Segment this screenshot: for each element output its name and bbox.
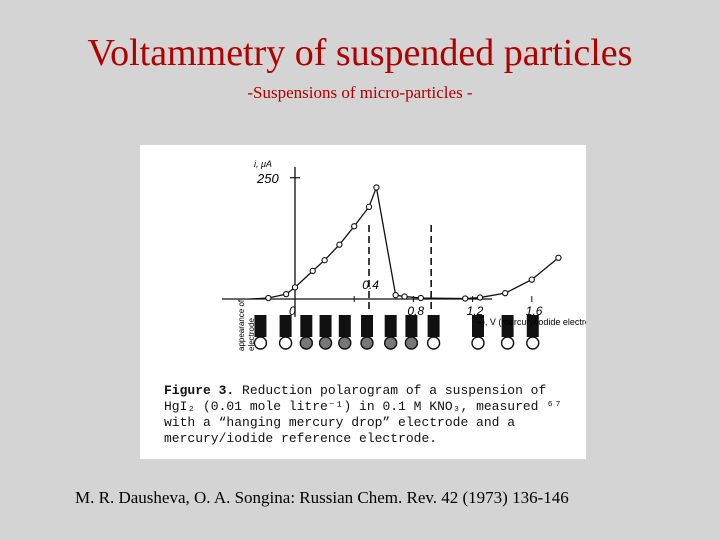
data-point: [291, 284, 299, 291]
data-point: [401, 293, 408, 300]
caption-label: Figure 3.: [164, 383, 235, 398]
data-point: [502, 290, 509, 297]
electrode-capillary: [405, 315, 418, 337]
mercury-drop: [278, 336, 293, 350]
data-point: [528, 276, 535, 283]
data-point: [282, 290, 290, 298]
mercury-drop: [526, 336, 540, 350]
y-tick-label: 250: [256, 171, 279, 186]
mercury-drop: [360, 336, 374, 350]
mercury-drop: [338, 336, 352, 350]
polarogram-figure: 250 0 0.4 0.8 1.2 1.6 i, μA -φ, V (mercury/i…: [140, 145, 586, 459]
mercury-drop: [471, 336, 485, 350]
mercury-drop: [383, 336, 398, 350]
data-point: [265, 294, 272, 302]
x-tick-label: 1.6: [526, 304, 543, 318]
x-tick-label: 0.4: [362, 278, 379, 292]
electrode-capillary: [384, 315, 397, 337]
data-point: [392, 291, 399, 299]
polarogram-curve: [250, 185, 559, 300]
citation: M. R. Dausheva, O. A. Songina: Russian C…: [75, 488, 569, 507]
x-tick-label: 0.8: [407, 304, 424, 318]
figure-caption: Figure 3. Reduction polarogram of a susp…: [164, 383, 579, 447]
mercury-drop: [500, 336, 515, 350]
polarogram-chart: 250 0 0.4 0.8 1.2 1.6 i, μA -φ, V (mercury/i…: [222, 159, 586, 351]
caption-text: Reduction polarogram of a suspension of …: [164, 383, 562, 446]
y-axis-label: i, μA: [254, 159, 272, 169]
data-point: [321, 257, 328, 264]
appearance-label-line2: electrode: [247, 318, 256, 351]
electrode-capillary: [427, 315, 440, 337]
electrode-capillary: [361, 315, 373, 337]
data-point: [462, 295, 469, 302]
electrode-capillary: [279, 315, 292, 337]
data-point: [365, 203, 373, 210]
slide-title: Voltammetry of suspended particles: [87, 32, 633, 74]
data-point: [309, 267, 316, 275]
electrode-capillary: [472, 315, 484, 337]
electrode-capillary: [319, 315, 332, 337]
mercury-drop: [299, 336, 314, 350]
x-axis-label: -φ, V (mercury/iodide electrode): [476, 317, 586, 327]
electrode-capillary: [501, 315, 514, 337]
slide-subtitle: -Suspensions of micro-particles -: [247, 83, 473, 102]
mercury-drop: [404, 336, 419, 350]
electrode-capillary: [338, 315, 351, 337]
electrode-capillary: [300, 315, 313, 337]
x-tick-label: 0: [289, 304, 296, 318]
mercury-drop: [426, 336, 441, 350]
appearance-label-line1: appearance of: [237, 299, 246, 351]
data-point: [336, 241, 343, 248]
electrode-capillary: [526, 315, 539, 337]
data-point: [555, 254, 562, 261]
data-point: [373, 184, 380, 191]
electrode-capillary: [254, 315, 267, 337]
data-point: [476, 294, 484, 301]
data-point: [417, 294, 424, 302]
mercury-drop: [253, 336, 268, 350]
data-point: [351, 223, 358, 230]
mercury-drop: [318, 336, 333, 350]
x-tick-label: 1.2: [467, 304, 484, 318]
